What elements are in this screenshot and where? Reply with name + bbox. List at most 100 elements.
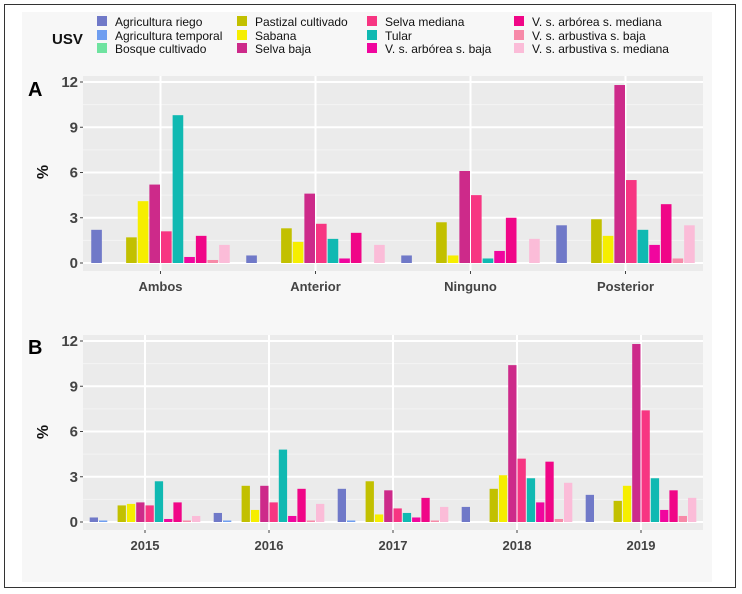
bar [117,505,126,522]
bar [241,485,250,522]
x-tick-label: 2016 [255,538,284,553]
bar [669,490,678,522]
y-tick-label: 0 [70,514,78,531]
bar [461,506,470,522]
bar [260,485,269,522]
legend-key [514,30,524,40]
legend-label: V. s. arbórea s. mediana [532,15,662,29]
bar [182,520,191,522]
y-tick-label: 12 [61,333,78,350]
bar [508,365,517,522]
bar [173,502,182,522]
x-tick-label: Anterior [290,279,341,294]
y-tick-label: 9 [70,378,78,395]
legend-label: Tular [385,29,412,43]
x-tick-label: 2018 [503,538,532,553]
bar [154,481,164,522]
bar [306,520,315,522]
bar [505,217,517,263]
y-tick-label: 6 [70,165,78,182]
bar [613,500,622,522]
legend-key [97,43,107,53]
bar [402,512,412,522]
bar [281,228,292,263]
bar [498,475,508,522]
legend-label: Bosque cultivado [115,42,207,56]
bar [556,225,567,263]
bar [184,256,195,263]
legend-key [237,43,247,53]
x-tick-label: 2019 [627,538,656,553]
legend-label: V. s. arbórea s. baja [385,42,492,56]
bar [374,514,384,522]
bar [632,344,641,522]
bar [164,518,173,522]
bar [145,505,154,522]
bar [602,235,614,263]
y-tick-label: 6 [70,424,78,441]
bar [622,485,632,522]
bar [213,512,222,522]
bar [684,225,695,263]
panel-b-tag: B [28,337,42,359]
bar [637,229,649,263]
bar [149,184,160,263]
legend-label: V. s. arbustiva s. baja [532,29,646,43]
bar [517,458,526,522]
bar [99,520,108,522]
bar [591,219,602,263]
bar [136,502,145,522]
legend-key [514,16,524,26]
bar [412,517,421,522]
bar [246,255,257,263]
bar [393,508,402,522]
bar [278,449,288,522]
bar [688,497,697,522]
bar [137,201,149,263]
bar [529,238,540,263]
bar [447,255,459,263]
bar [207,259,219,263]
x-tick-label: Posterior [597,279,654,294]
bar [316,503,325,522]
bar [384,490,393,522]
y-tick-label: 3 [70,469,78,486]
legend-label: Agricultura temporal [115,29,222,43]
legend-key [367,16,377,26]
bar [660,204,672,263]
legend-label: Selva baja [255,42,311,56]
bar [304,193,315,263]
legend-key [367,30,377,40]
bar [526,478,536,522]
y-tick-label: 3 [70,210,78,227]
x-tick-label: 2015 [131,538,160,553]
panel-b-ylabel: % [35,425,52,439]
bar [536,502,545,522]
bar [91,229,102,263]
bar [626,180,637,263]
y-tick-label: 0 [70,255,78,272]
bar [650,478,660,522]
bar [297,488,306,522]
bar [482,258,494,263]
bar [585,494,594,522]
legend-label: Pastizal cultivado [255,15,348,29]
bar [316,223,327,263]
bar [269,502,278,522]
bar [288,515,297,522]
bar [471,195,482,263]
bar [440,506,449,522]
bar [641,410,650,522]
bar [195,235,207,263]
bar [339,258,350,263]
legend-key [237,16,247,26]
bar [459,170,470,263]
legend-key [514,43,524,53]
bar [564,482,573,522]
bar [365,481,374,522]
legend-key [97,30,107,40]
x-tick-label: Ambos [138,279,182,294]
bar [614,85,625,264]
